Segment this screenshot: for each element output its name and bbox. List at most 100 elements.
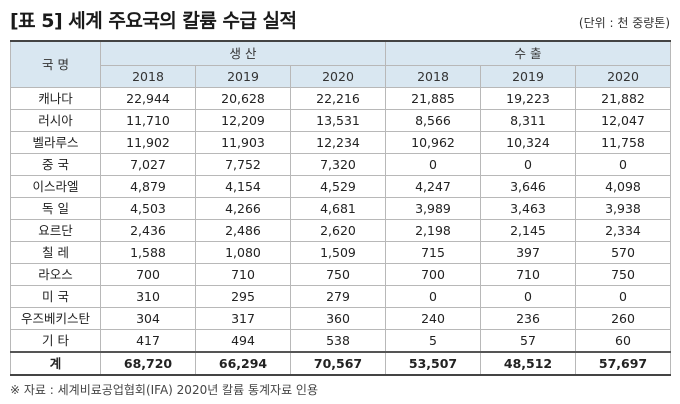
value-cell: 19,223 [480, 87, 576, 110]
value-cell: 2,436 [100, 219, 196, 242]
value-cell: 7,027 [100, 153, 196, 176]
table-row: 독 일 4,503 4,266 4,681 3,989 3,463 3,938 [10, 197, 671, 220]
value-cell: 2,486 [195, 219, 291, 242]
table-row: 칠 레 1,588 1,080 1,509 715 397 570 [10, 241, 671, 264]
value-cell: 4,266 [195, 197, 291, 220]
table-row: 요르단 2,436 2,486 2,620 2,198 2,145 2,334 [10, 219, 671, 242]
table-body: 캐나다 22,944 20,628 22,216 21,885 19,223 21,882 러… [10, 87, 671, 376]
value-cell: 53,507 [385, 351, 481, 376]
value-cell: 4,247 [385, 175, 481, 198]
value-cell: 1,080 [195, 241, 291, 264]
value-cell: 0 [480, 153, 576, 176]
value-cell: 57 [480, 329, 576, 353]
value-cell: 3,463 [480, 197, 576, 220]
country-name: 중 국 [10, 153, 101, 176]
country-name: 벨라루스 [10, 131, 101, 154]
value-cell: 317 [195, 307, 291, 330]
country-name: 요르단 [10, 219, 101, 242]
header-year-row: 2018 2019 2020 2018 2019 2020 [11, 65, 671, 88]
value-cell: 310 [100, 285, 196, 308]
table-row: 중 국 7,027 7,752 7,320 0 0 0 [10, 153, 671, 176]
value-cell: 0 [480, 285, 576, 308]
country-name: 이스라엘 [10, 175, 101, 198]
value-cell: 3,989 [385, 197, 481, 220]
year-header: 2019 [195, 65, 291, 88]
value-cell: 57,697 [575, 351, 671, 376]
value-cell: 13,531 [290, 109, 386, 132]
unit-label: (단위 : 천 중량톤) [578, 16, 670, 30]
value-cell: 2,334 [575, 219, 671, 242]
table-row: 라오스 700 710 750 700 710 750 [10, 263, 671, 286]
table-row: 미 국 310 295 279 0 0 0 [10, 285, 671, 308]
country-name: 미 국 [10, 285, 101, 308]
value-cell: 4,503 [100, 197, 196, 220]
value-cell: 4,879 [100, 175, 196, 198]
value-cell: 10,962 [385, 131, 481, 154]
value-cell: 12,234 [290, 131, 386, 154]
value-cell: 7,752 [195, 153, 291, 176]
year-header: 2018 [100, 65, 196, 88]
value-cell: 60 [575, 329, 671, 353]
value-cell: 304 [100, 307, 196, 330]
potassium-table: 국 명 생 산 수 출 2018 2019 2020 2018 2019 202… [10, 40, 671, 376]
value-cell: 360 [290, 307, 386, 330]
value-cell: 750 [290, 263, 386, 286]
value-cell: 710 [195, 263, 291, 286]
value-cell: 10,324 [480, 131, 576, 154]
production-header: 생 산 [100, 40, 386, 66]
header-group-row: 국 명 생 산 수 출 [10, 40, 671, 88]
total-row: 계 68,720 66,294 70,567 53,507 48,512 57,697 [10, 351, 671, 376]
value-cell: 12,047 [575, 109, 671, 132]
table-row: 캐나다 22,944 20,628 22,216 21,885 19,223 21,882 [10, 87, 671, 110]
value-cell: 538 [290, 329, 386, 353]
source-note: ※ 자료 : 세계비료공업협회(IFA) 2020년 칼륨 통계자료 인용 [10, 383, 319, 397]
country-name: 기 타 [10, 329, 101, 353]
value-cell: 494 [195, 329, 291, 353]
value-cell: 21,882 [575, 87, 671, 110]
value-cell: 22,944 [100, 87, 196, 110]
value-cell: 5 [385, 329, 481, 353]
value-cell: 700 [100, 263, 196, 286]
value-cell: 2,198 [385, 219, 481, 242]
value-cell: 1,588 [100, 241, 196, 264]
country-name: 라오스 [10, 263, 101, 286]
value-cell: 11,710 [100, 109, 196, 132]
value-cell: 710 [480, 263, 576, 286]
value-cell: 4,529 [290, 175, 386, 198]
value-cell: 417 [100, 329, 196, 353]
country-name: 칠 레 [10, 241, 101, 264]
value-cell: 3,938 [575, 197, 671, 220]
value-cell: 2,145 [480, 219, 576, 242]
value-cell: 68,720 [100, 351, 196, 376]
table-row: 우즈베키스탄 304 317 360 240 236 260 [10, 307, 671, 330]
value-cell: 570 [575, 241, 671, 264]
value-cell: 66,294 [195, 351, 291, 376]
country-header: 국 명 [10, 40, 101, 88]
table-title: [표 5] 세계 주요국의 칼륨 수급 실적 [10, 10, 297, 32]
value-cell: 397 [480, 241, 576, 264]
country-name: 계 [10, 351, 101, 376]
value-cell: 750 [575, 263, 671, 286]
year-header: 2018 [385, 65, 481, 88]
value-cell: 0 [575, 153, 671, 176]
table-row: 러시아 11,710 12,209 13,531 8,566 8,311 12,047 [10, 109, 671, 132]
year-header: 2019 [480, 65, 576, 88]
year-header: 2020 [290, 65, 386, 88]
country-name: 러시아 [10, 109, 101, 132]
value-cell: 2,620 [290, 219, 386, 242]
value-cell: 4,681 [290, 197, 386, 220]
value-cell: 295 [195, 285, 291, 308]
value-cell: 20,628 [195, 87, 291, 110]
value-cell: 12,209 [195, 109, 291, 132]
country-name: 우즈베키스탄 [10, 307, 101, 330]
value-cell: 48,512 [480, 351, 576, 376]
value-cell: 8,566 [385, 109, 481, 132]
table-row: 이스라엘 4,879 4,154 4,529 4,247 3,646 4,098 [10, 175, 671, 198]
value-cell: 279 [290, 285, 386, 308]
year-header: 2020 [575, 65, 671, 88]
country-name: 독 일 [10, 197, 101, 220]
value-cell: 1,509 [290, 241, 386, 264]
value-cell: 260 [575, 307, 671, 330]
export-header: 수 출 [385, 40, 671, 66]
value-cell: 236 [480, 307, 576, 330]
